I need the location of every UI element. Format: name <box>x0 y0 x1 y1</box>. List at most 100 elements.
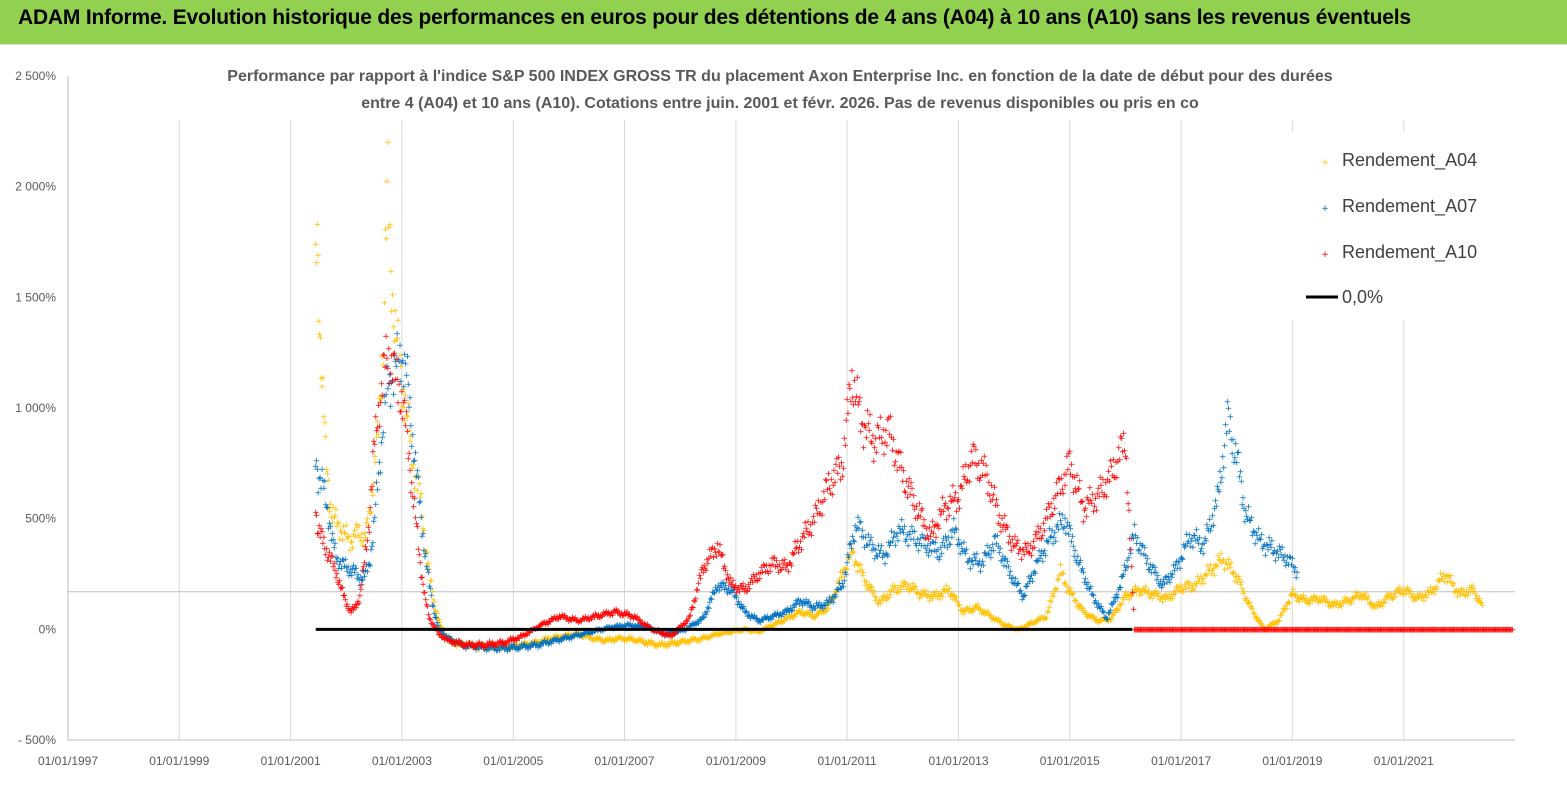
data-point: + <box>1014 580 1022 590</box>
data-point: + <box>356 592 364 602</box>
data-point: + <box>420 526 428 536</box>
data-point: + <box>672 629 680 639</box>
data-point: + <box>412 449 420 459</box>
data-point: + <box>446 635 454 645</box>
data-point: + <box>688 603 696 613</box>
data-point: + <box>1355 595 1363 605</box>
data-point: + <box>462 641 470 651</box>
data-point: + <box>539 635 547 645</box>
data-point: + <box>624 611 632 621</box>
data-point: + <box>451 638 459 648</box>
data-point: + <box>970 550 978 560</box>
data-point: + <box>1091 599 1099 609</box>
data-point: + <box>350 605 358 615</box>
data-point: + <box>584 613 592 623</box>
data-point: + <box>564 632 572 642</box>
data-point: + <box>580 614 588 624</box>
data-point: + <box>348 538 356 548</box>
data-point: + <box>464 642 472 652</box>
data-point: + <box>1202 571 1210 581</box>
data-point: + <box>471 642 479 652</box>
data-point: + <box>859 420 867 430</box>
data-point: + <box>628 635 636 645</box>
data-point: + <box>875 542 883 552</box>
data-point: + <box>1171 566 1179 576</box>
data-point: + <box>429 619 437 629</box>
data-point: + <box>549 614 557 624</box>
data-point: + <box>503 647 511 657</box>
data-point: + <box>725 584 733 594</box>
data-point: + <box>924 541 932 551</box>
data-point: + <box>1097 616 1105 626</box>
data-point: + <box>801 611 809 621</box>
data-point: + <box>515 633 523 643</box>
data-point: + <box>1068 589 1076 599</box>
data-point: + <box>1077 601 1085 611</box>
data-point: + <box>682 626 690 636</box>
data-point: + <box>1007 623 1015 633</box>
data-point: + <box>426 615 434 625</box>
data-point: + <box>450 640 458 650</box>
data-point: + <box>1109 600 1117 610</box>
data-point: + <box>860 444 868 454</box>
data-point: + <box>1031 569 1039 579</box>
data-point: + <box>585 628 593 638</box>
data-point: + <box>660 641 668 651</box>
data-point: + <box>851 376 859 386</box>
data-point: + <box>519 643 527 653</box>
data-point: + <box>1313 596 1321 606</box>
data-point: + <box>956 504 964 514</box>
data-point: + <box>1112 608 1120 618</box>
data-point: + <box>1312 593 1320 603</box>
data-point: + <box>1132 582 1140 592</box>
data-point: + <box>612 636 620 646</box>
data-point: + <box>698 634 706 644</box>
data-point: + <box>790 610 798 620</box>
data-point: + <box>347 538 355 548</box>
data-point: + <box>617 622 625 632</box>
data-point: + <box>769 621 777 631</box>
data-point: + <box>544 634 552 644</box>
data-point: + <box>1436 577 1444 587</box>
data-point: + <box>1466 583 1474 593</box>
data-point: + <box>725 629 733 639</box>
data-point: + <box>568 631 576 641</box>
data-point: + <box>708 631 716 641</box>
data-point: + <box>1119 572 1127 582</box>
data-point: + <box>1081 608 1089 618</box>
data-point: + <box>626 635 634 645</box>
data-point: + <box>689 603 697 613</box>
data-point: + <box>464 641 472 651</box>
data-point: + <box>848 549 856 559</box>
data-point: + <box>462 644 470 654</box>
data-point: + <box>915 511 923 521</box>
data-point: + <box>516 634 524 644</box>
data-point: + <box>995 542 1003 552</box>
data-point: + <box>1166 594 1174 604</box>
data-point: + <box>551 634 559 644</box>
data-point: + <box>867 582 875 592</box>
data-point: + <box>629 621 637 631</box>
data-point: + <box>858 420 866 430</box>
data-point: + <box>1261 540 1269 550</box>
chart-area: 01/01/1997 01/01/1999 01/01/2001 01/01/2003… <box>0 44 1567 791</box>
data-point: + <box>553 633 561 643</box>
data-point: + <box>566 634 574 644</box>
data-point: + <box>383 354 391 364</box>
data-point: + <box>706 545 714 555</box>
data-point: + <box>726 629 734 639</box>
data-point: + <box>455 639 463 649</box>
data-point: + <box>513 640 521 650</box>
data-point: + <box>838 573 846 583</box>
data-point: + <box>831 478 839 488</box>
data-point: + <box>519 630 527 640</box>
data-point: + <box>345 572 353 582</box>
data-point: + <box>901 522 909 532</box>
data-point: + <box>571 614 579 624</box>
data-point: + <box>609 635 617 645</box>
data-point: + <box>610 636 618 646</box>
data-point: + <box>816 509 824 519</box>
data-point: + <box>1292 573 1300 583</box>
data-point: + <box>318 383 326 393</box>
data-point: + <box>1359 590 1367 600</box>
